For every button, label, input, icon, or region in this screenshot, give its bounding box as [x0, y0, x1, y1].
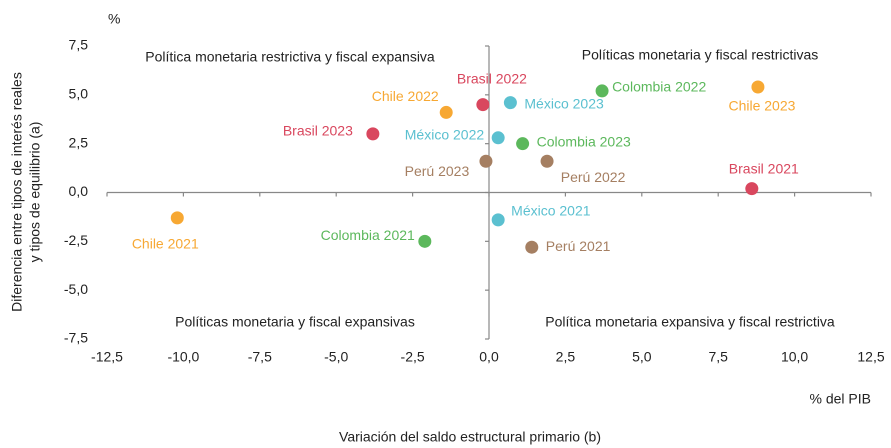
x-tick-label: -5,0: [324, 349, 348, 365]
x-tick-label: 5,0: [632, 349, 652, 365]
quadrant-label: Políticas monetaria y fiscal expansivas: [175, 314, 415, 330]
y-tick-label: -7,5: [64, 330, 88, 346]
point-label: Brasil 2023: [283, 123, 353, 139]
point: [540, 154, 554, 168]
y-unit: %: [108, 11, 120, 27]
point: [439, 105, 453, 119]
point-label: Brasil 2021: [729, 160, 799, 176]
y-tick-label: 2,5: [69, 134, 89, 150]
point-label: Brasil 2022: [457, 70, 527, 86]
point-label: Colombia 2021: [321, 227, 415, 243]
point-label: Perú 2021: [546, 238, 611, 254]
point: [595, 84, 609, 98]
y-tick-label: -2,5: [64, 232, 88, 248]
point-label: México 2021: [511, 203, 591, 219]
x-tick-label: -2,5: [401, 349, 425, 365]
point: [751, 80, 765, 94]
y-axis-label: Diferencia entre tipos de interés reales: [9, 72, 25, 312]
point-label: México 2023: [524, 95, 604, 111]
x-tick-label: 7,5: [708, 349, 728, 365]
y-tick-label: 0,0: [69, 183, 89, 199]
point: [525, 240, 539, 254]
y-tick-label: -5,0: [64, 281, 88, 297]
quadrant-label: Política monetaria restrictiva y fiscal …: [145, 49, 435, 65]
x-tick-label: -10,0: [167, 349, 199, 365]
point: [516, 137, 530, 151]
point-label: Colombia 2022: [612, 79, 706, 95]
point: [366, 127, 380, 141]
point-label: Perú 2023: [405, 163, 470, 179]
point-label: Chile 2021: [132, 236, 199, 252]
point-label: Chile 2023: [728, 98, 795, 114]
quadrant-label: Políticas monetaria y fiscal restrictiva…: [582, 47, 819, 63]
point: [170, 211, 184, 225]
point: [418, 234, 432, 248]
quadrant-label: Política monetaria expansiva y fiscal re…: [545, 314, 835, 330]
point: [476, 98, 490, 112]
x-tick-label: 10,0: [781, 349, 808, 365]
point-label: Colombia 2023: [537, 133, 631, 149]
x-tick-label: -12,5: [91, 349, 123, 365]
x-tick-label: 2,5: [556, 349, 576, 365]
point: [491, 131, 505, 145]
point: [745, 182, 759, 196]
y-tick-label: 5,0: [69, 86, 89, 102]
point-label: México 2022: [405, 127, 485, 143]
x-axis-label: Variación del saldo estructural primario…: [339, 429, 601, 445]
x-tick-label: 0,0: [479, 349, 499, 365]
point: [479, 154, 493, 168]
x-tick-label: -7,5: [248, 349, 272, 365]
point-label: Chile 2022: [372, 88, 439, 104]
point: [491, 213, 505, 227]
y-axis-label: y tipos de equilibrio (a): [27, 122, 43, 263]
x-unit: % del PIB: [810, 391, 871, 407]
point: [503, 96, 517, 110]
y-tick-label: 7,5: [69, 37, 89, 53]
x-tick-label: 12,5: [857, 349, 884, 365]
point-label: Perú 2022: [561, 169, 626, 185]
